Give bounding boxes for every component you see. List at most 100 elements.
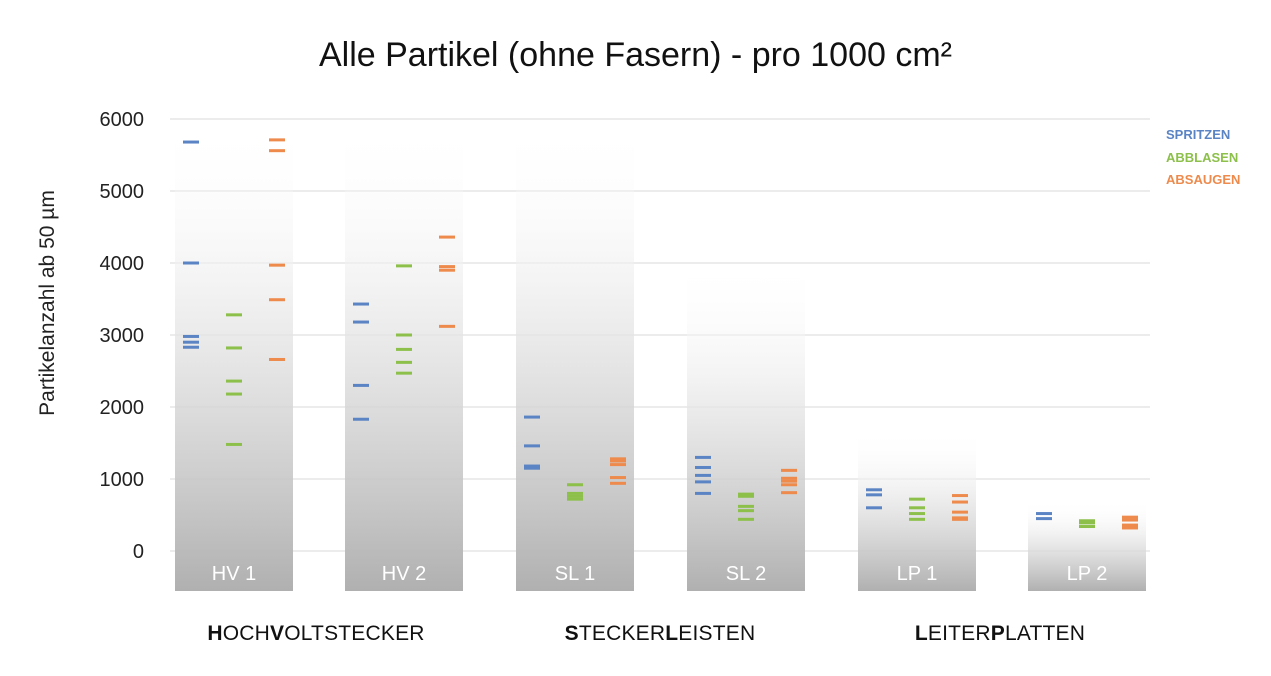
- data-point-spritzen: [695, 473, 711, 477]
- data-point-spritzen: [353, 320, 369, 324]
- data-point-abblasen: [567, 494, 583, 498]
- data-point-abblasen: [567, 497, 583, 501]
- data-point-abblasen: [738, 509, 754, 513]
- data-point-abblasen: [226, 392, 242, 396]
- data-point-absaugen: [269, 357, 285, 361]
- data-point-abblasen: [909, 517, 925, 521]
- data-point-absaugen: [439, 235, 455, 239]
- data-point-abblasen: [738, 492, 754, 496]
- category-column: [687, 260, 805, 591]
- y-tick-label: 6000: [100, 109, 145, 131]
- data-point-absaugen: [610, 457, 626, 461]
- data-point-spritzen: [1036, 512, 1052, 516]
- data-point-absaugen: [952, 500, 968, 504]
- data-point-absaugen: [439, 265, 455, 269]
- data-point-spritzen: [183, 340, 199, 344]
- data-point-spritzen: [183, 261, 199, 265]
- data-point-abblasen: [396, 360, 412, 364]
- data-point-absaugen: [952, 517, 968, 521]
- data-point-spritzen: [866, 506, 882, 510]
- category-column: [516, 119, 634, 591]
- category-label: HV 1: [212, 563, 256, 585]
- data-point-spritzen: [866, 493, 882, 497]
- y-tick-label: 5000: [100, 181, 145, 203]
- data-point-absaugen: [1122, 523, 1138, 527]
- data-point-absaugen: [1122, 515, 1138, 519]
- data-point-absaugen: [781, 476, 797, 480]
- category-label: HV 2: [382, 563, 426, 585]
- category-label: SL 2: [726, 563, 766, 585]
- data-point-abblasen: [909, 506, 925, 510]
- category-column: [1028, 500, 1146, 591]
- y-axis-label: Partikelanzahl ab 50 µm: [36, 190, 59, 416]
- data-point-absaugen: [781, 479, 797, 483]
- data-point-abblasen: [226, 442, 242, 446]
- category-columns: [175, 119, 1146, 591]
- data-point-spritzen: [353, 417, 369, 421]
- data-point-abblasen: [396, 347, 412, 351]
- data-point-absaugen: [781, 468, 797, 472]
- data-point-absaugen: [269, 263, 285, 267]
- data-point-spritzen: [695, 491, 711, 495]
- y-tick-label: 3000: [100, 325, 145, 347]
- data-point-spritzen: [866, 488, 882, 492]
- group-label-leiterplatten: LEITERPLATTEN: [914, 622, 1086, 645]
- data-point-absaugen: [952, 510, 968, 514]
- category-column: [858, 430, 976, 591]
- data-point-absaugen: [269, 298, 285, 302]
- category-column: [345, 119, 463, 591]
- data-point-abblasen: [1079, 519, 1095, 523]
- data-point-spritzen: [183, 140, 199, 144]
- data-point-abblasen: [567, 483, 583, 487]
- category-labels: HV 1 HV 2 SL 1 SL 2 LP 1 LP 2: [212, 563, 1108, 585]
- gridlines: [170, 118, 1150, 552]
- data-point-absaugen: [781, 483, 797, 487]
- data-point-spritzen: [353, 302, 369, 306]
- category-label: SL 1: [555, 563, 595, 585]
- data-point-absaugen: [439, 324, 455, 328]
- legend: SPRITZEN ABBLASEN ABSAUGEN: [1166, 124, 1240, 192]
- legend-item-spritzen: SPRITZEN: [1166, 127, 1231, 142]
- y-tick-label: 0: [133, 541, 144, 563]
- data-point-abblasen: [738, 504, 754, 508]
- y-tick-labels: 0 1000 2000 3000 4000 5000 6000: [100, 109, 145, 563]
- category-column: [175, 119, 293, 591]
- data-point-abblasen: [226, 346, 242, 350]
- data-point-abblasen: [396, 371, 412, 375]
- data-point-abblasen: [1079, 521, 1095, 525]
- data-point-spritzen: [524, 466, 540, 470]
- data-point-spritzen: [524, 444, 540, 448]
- data-point-spritzen: [695, 465, 711, 469]
- data-point-abblasen: [396, 333, 412, 337]
- data-point-absaugen: [439, 268, 455, 272]
- data-point-abblasen: [909, 512, 925, 516]
- data-marks: [183, 138, 1138, 530]
- data-point-spritzen: [695, 455, 711, 459]
- data-point-spritzen: [183, 345, 199, 349]
- group-label-hochvoltstecker: HOCHVOLTSTECKER: [207, 622, 425, 645]
- data-point-spritzen: [1036, 517, 1052, 521]
- data-point-abblasen: [226, 379, 242, 383]
- y-tick-label: 2000: [100, 397, 145, 419]
- data-point-spritzen: [524, 464, 540, 468]
- data-point-absaugen: [1122, 518, 1138, 522]
- data-point-absaugen: [269, 149, 285, 153]
- data-point-absaugen: [610, 459, 626, 463]
- data-point-absaugen: [952, 494, 968, 498]
- data-point-abblasen: [1079, 525, 1095, 529]
- legend-item-absaugen: ABSAUGEN: [1166, 172, 1241, 187]
- category-label: LP 2: [1067, 563, 1108, 585]
- data-point-spritzen: [353, 383, 369, 387]
- chart-title: Alle Partikel (ohne Fasern) - pro 1000 c…: [318, 36, 953, 74]
- data-point-absaugen: [610, 481, 626, 485]
- data-point-absaugen: [610, 463, 626, 467]
- data-point-spritzen: [183, 334, 199, 338]
- data-point-absaugen: [781, 491, 797, 495]
- data-point-absaugen: [610, 476, 626, 480]
- data-point-abblasen: [396, 264, 412, 268]
- category-label: LP 1: [897, 563, 938, 585]
- data-point-abblasen: [567, 491, 583, 495]
- data-point-abblasen: [738, 494, 754, 498]
- data-point-absaugen: [1122, 526, 1138, 530]
